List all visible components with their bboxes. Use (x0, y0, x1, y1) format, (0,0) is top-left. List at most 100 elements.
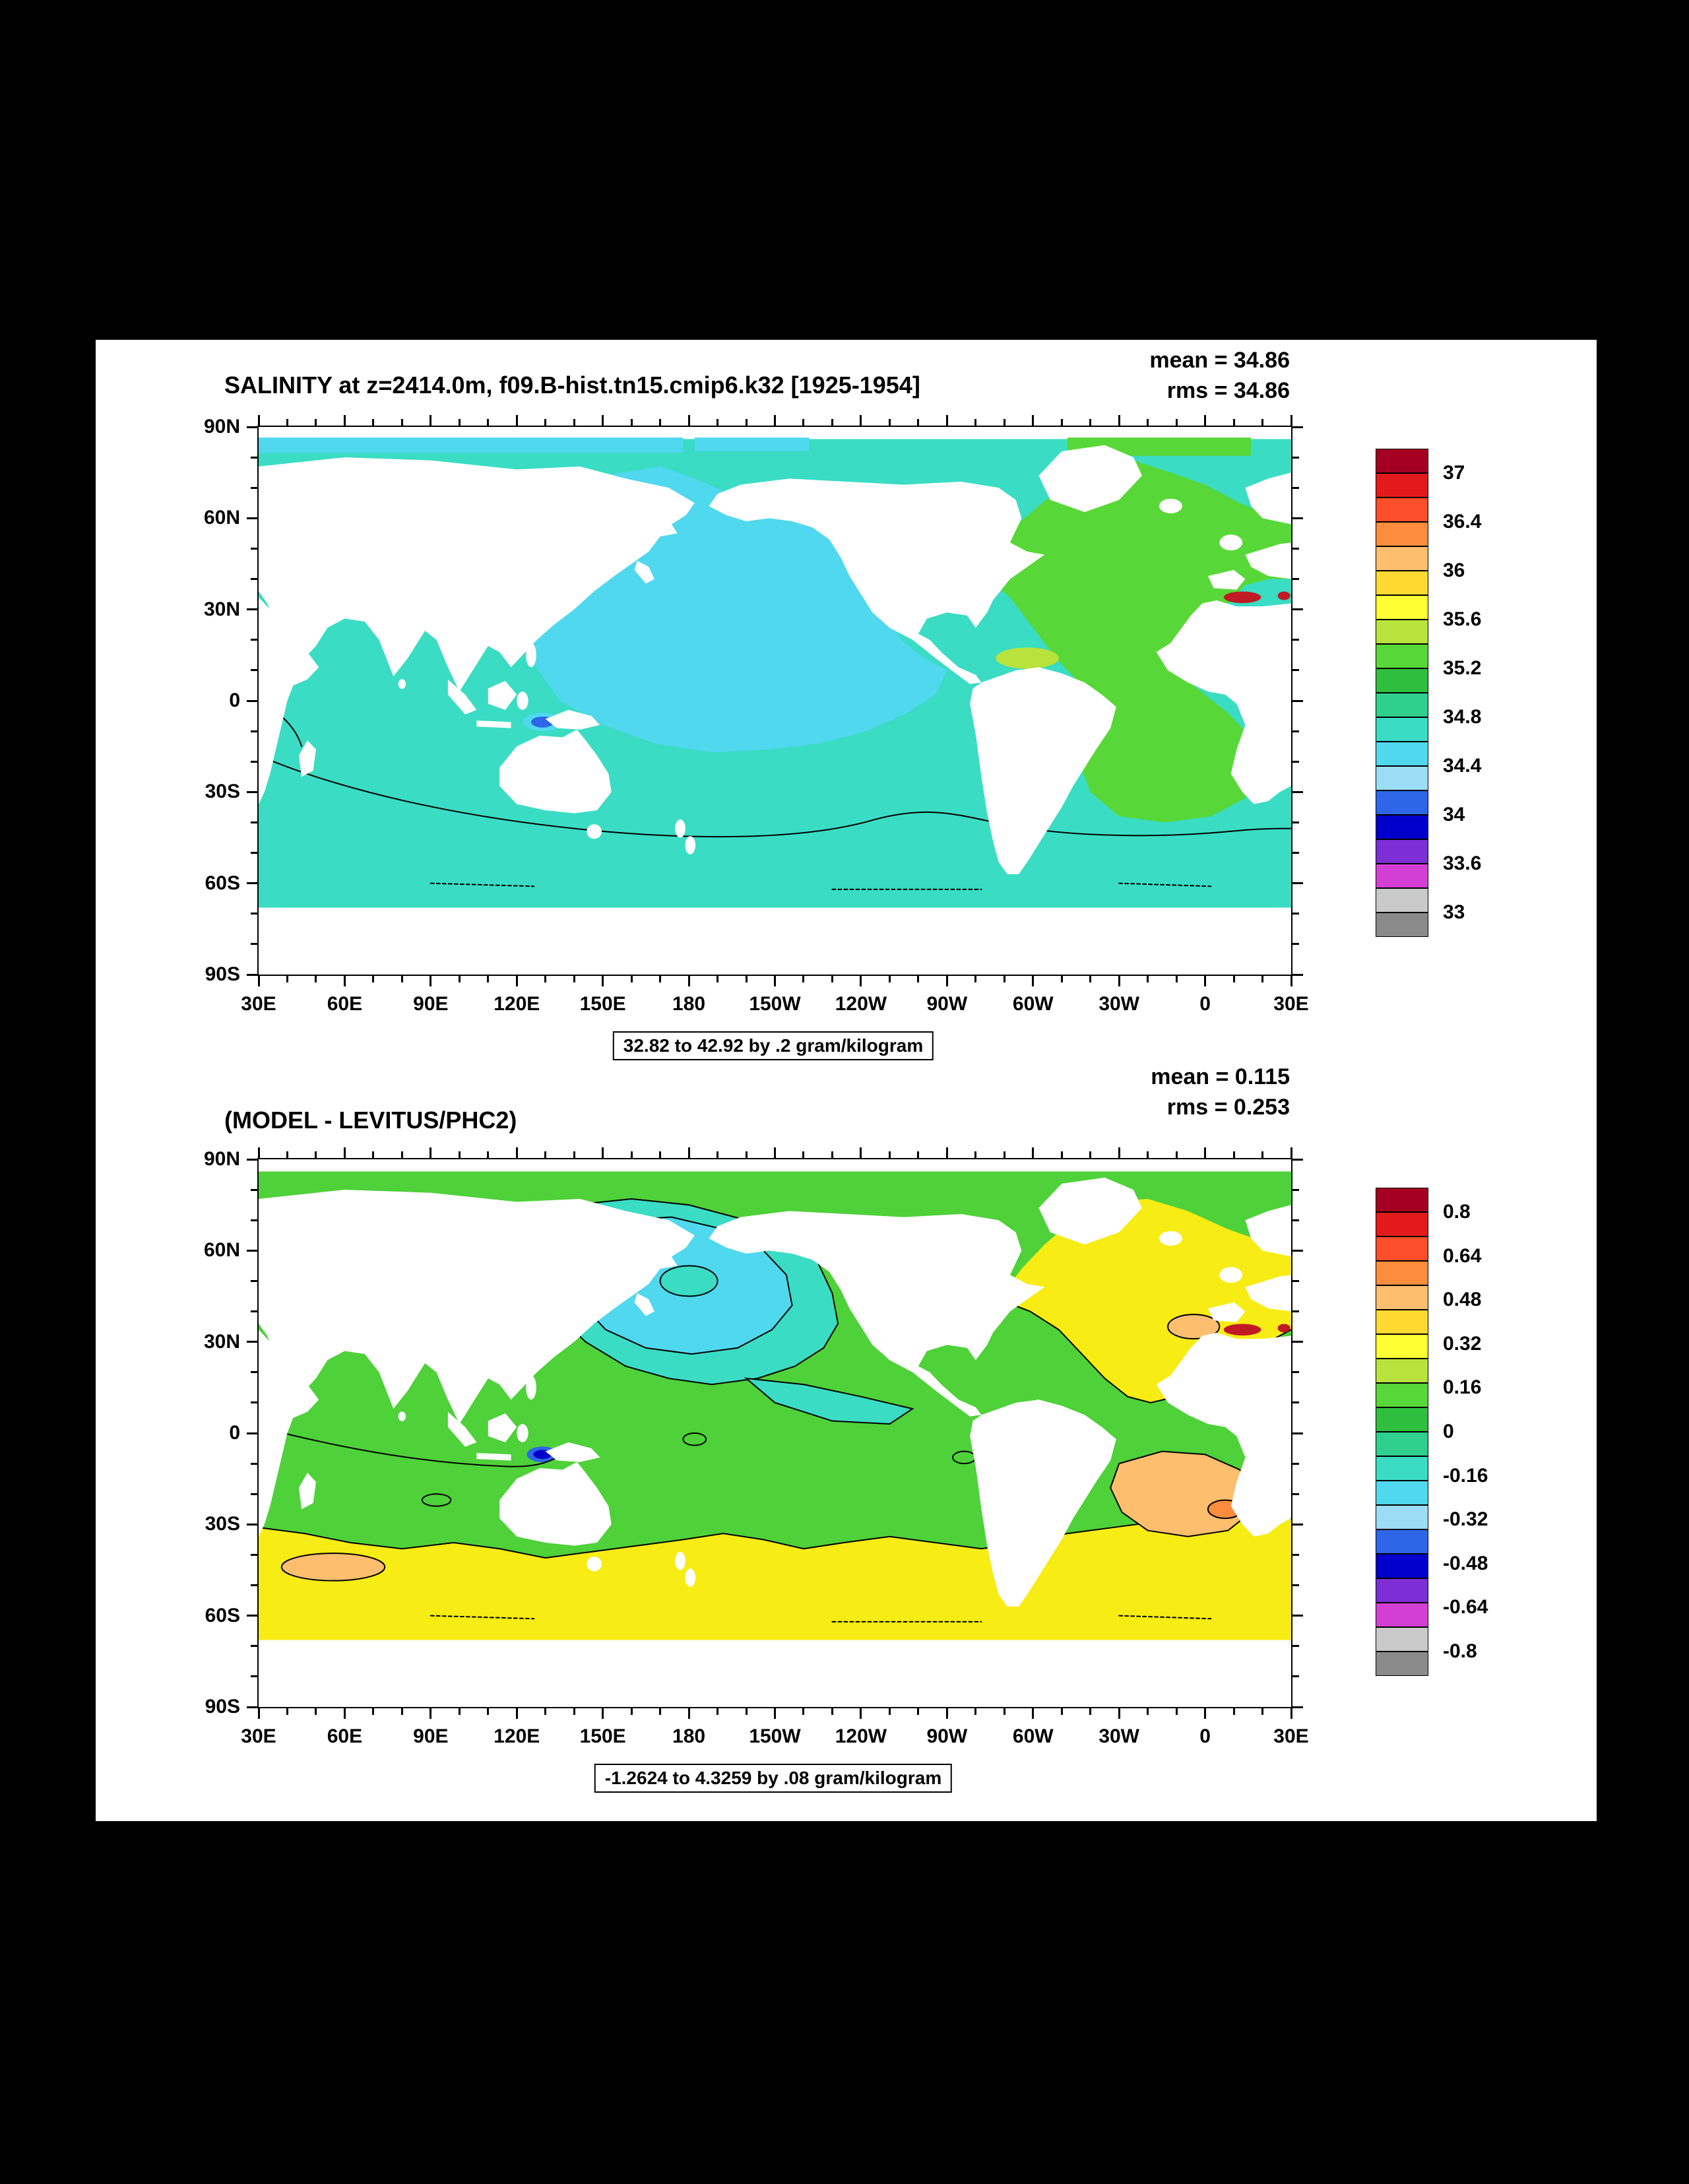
tick-mark (802, 976, 805, 982)
tick-mark (1292, 1249, 1303, 1252)
tick-mark (286, 419, 288, 426)
tick-mark (717, 976, 719, 982)
tick-mark (602, 1147, 604, 1158)
colorbar-label: 35.6 (1443, 608, 1482, 630)
lat-tick-label: 60N (203, 1239, 240, 1262)
tick-mark (831, 1151, 833, 1158)
tick-mark (251, 669, 257, 672)
colorbar-label: 34.8 (1443, 706, 1482, 728)
tick-mark (974, 976, 977, 982)
tick-mark (1292, 547, 1299, 550)
tick-mark (1292, 1188, 1299, 1191)
tick-mark (247, 1158, 257, 1161)
tick-mark (251, 486, 257, 489)
colorbar-box (1376, 839, 1428, 864)
colorbar-box (1376, 888, 1428, 913)
tick-mark (343, 976, 346, 986)
tick-mark (1175, 1151, 1178, 1158)
contour-loop-2 (683, 1433, 706, 1445)
tick-mark (860, 415, 862, 426)
lon-tick-label: 90E (413, 1725, 449, 1747)
tick-mark (1292, 973, 1303, 976)
tick-mark (1292, 790, 1303, 793)
tick-mark (888, 1708, 891, 1715)
colorbar-box (1376, 1359, 1428, 1383)
tick-mark (630, 419, 633, 426)
salinity-map: 30E 60E 90E 120E 150E 180 150W 120W 90W 60W 30W 0 30… (204, 415, 1309, 1015)
mediterranean-edge-red (1277, 591, 1291, 600)
tick-mark (687, 1708, 690, 1719)
tick-mark (430, 415, 432, 426)
tick-mark (917, 419, 920, 426)
lon-tick-label: 30E (241, 993, 276, 1015)
colorbar-box (1376, 1456, 1428, 1481)
tick-mark (888, 976, 891, 982)
tick-mark (458, 1151, 461, 1158)
tick-mark (1292, 486, 1299, 489)
lon-tick-label: 120W (835, 1725, 887, 1747)
caribbean-high-salinity-patch (996, 647, 1059, 669)
lon-tick-label: 150W (749, 993, 801, 1015)
colorbar-label: 0.16 (1443, 1376, 1482, 1399)
chart1-range-caption: 32.82 to 42.92 by .2 gram/kilogram (612, 1031, 934, 1060)
tick-mark (1003, 1708, 1005, 1715)
tick-mark (1292, 517, 1303, 519)
chart1-colorbar: 37 36.4 36 35.6 35.2 34.8 34.4 34 33.6 33 (1376, 449, 1481, 937)
tick-mark (247, 882, 257, 885)
tick-mark (1292, 1523, 1303, 1526)
tick-mark (1292, 1645, 1299, 1648)
lon-tick-label: 30W (1099, 993, 1139, 1015)
plot-panel: SALINITY at z=2414.0m, f09.B-hist.tn15.c… (96, 340, 1597, 1821)
tick-mark (1032, 976, 1035, 986)
tick-mark (343, 1708, 346, 1719)
tick-mark (687, 976, 690, 986)
tick-mark (1032, 1708, 1035, 1719)
lon-tick-label: 60W (1012, 1725, 1054, 1747)
tick-mark (400, 1708, 403, 1715)
tick-mark (630, 1708, 633, 1715)
tick-mark (1292, 1493, 1299, 1495)
lon-tick-label: 30W (1099, 1725, 1139, 1747)
tick-mark (251, 1553, 257, 1556)
contour-antarctic-dashes-diff (431, 1616, 1211, 1622)
tick-mark (1118, 976, 1120, 986)
tick-mark (1292, 1371, 1299, 1374)
tick-mark (1089, 419, 1092, 426)
mediterranean-outflow-red-diff (1223, 1324, 1261, 1335)
tick-mark (1060, 419, 1063, 426)
colorbar-label: 0.32 (1443, 1332, 1482, 1355)
tick-mark (1232, 976, 1235, 982)
tick-mark (430, 1708, 432, 1719)
contour-antarctic-dashes (431, 883, 1211, 889)
chart1-title: SALINITY at z=2414.0m, f09.B-hist.tn15.c… (224, 371, 920, 399)
colorbar-label: 35.2 (1443, 657, 1482, 679)
tick-mark (487, 419, 490, 426)
colorbar-box (1376, 1310, 1428, 1334)
tick-mark (1292, 699, 1303, 702)
colorbar-box (1376, 815, 1428, 839)
colorbar-label: 34 (1443, 804, 1465, 825)
tick-mark (257, 976, 260, 986)
colorbar-label: 0 (1443, 1421, 1454, 1442)
tick-mark (717, 1151, 719, 1158)
chart2-rms-value: rms = 0.253 (1166, 1095, 1290, 1120)
tick-mark (487, 976, 490, 982)
colorbar-label: -0.32 (1443, 1508, 1488, 1531)
tick-mark (1147, 1151, 1149, 1158)
tick-mark (1292, 943, 1299, 946)
tick-mark (573, 976, 575, 982)
tick-mark (687, 1147, 690, 1158)
tick-mark (831, 976, 833, 982)
tick-mark (400, 1151, 403, 1158)
lon-tick-label: 0 (1199, 1725, 1211, 1747)
lon-tick-label: 150E (579, 993, 626, 1015)
tick-mark (774, 1708, 776, 1719)
colorbar-box (1376, 1652, 1428, 1676)
tick-mark (917, 976, 920, 982)
colorbar-box (1376, 620, 1428, 644)
colorbar-label: 0.48 (1443, 1289, 1482, 1311)
chart1-mean-value: mean = 34.86 (1149, 348, 1290, 373)
tick-mark (1292, 1675, 1299, 1678)
tick-mark (372, 419, 375, 426)
tick-mark (630, 976, 633, 982)
